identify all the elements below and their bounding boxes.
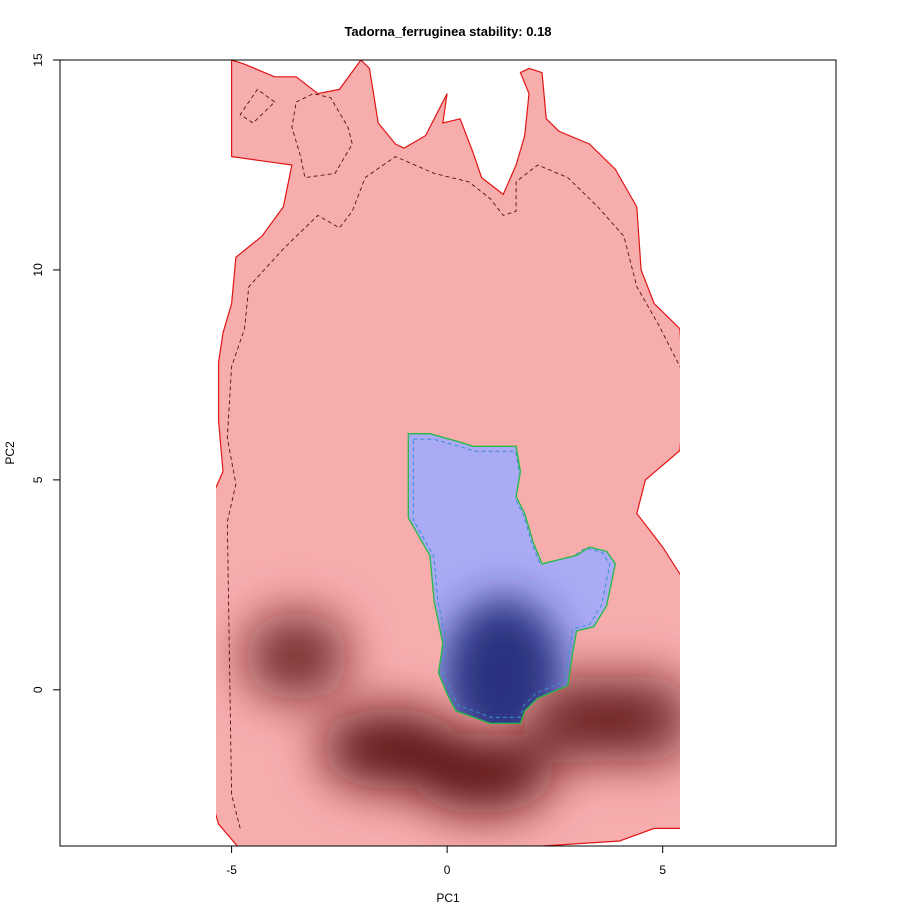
y-tick-label: 0 <box>31 686 45 693</box>
native-density-peak <box>411 733 552 814</box>
native-density-peaks <box>244 612 680 814</box>
native-envelope-outline <box>216 60 680 846</box>
invaded-envelope <box>407 433 616 725</box>
x-tick-label: 5 <box>659 863 666 877</box>
native-contour-90 <box>226 88 680 829</box>
y-axis-label: PC2 <box>3 441 17 465</box>
chart-title: Tadorna_ferruginea stability: 0.18 <box>344 24 551 39</box>
x-axis-label: PC1 <box>436 891 460 905</box>
native-density-peak <box>589 675 680 764</box>
y-tick-label: 10 <box>31 263 45 277</box>
native-envelope <box>216 60 680 846</box>
y-axis: 0 5 10 15 <box>31 53 61 693</box>
y-tick-label: 15 <box>31 53 45 67</box>
native-density-peak <box>244 612 349 701</box>
x-axis: -5 0 5 <box>226 845 666 877</box>
x-tick-label: 0 <box>444 863 451 877</box>
x-tick-label: -5 <box>226 863 237 877</box>
invaded-envelope-outline <box>407 433 616 725</box>
y-tick-label: 5 <box>31 476 45 483</box>
